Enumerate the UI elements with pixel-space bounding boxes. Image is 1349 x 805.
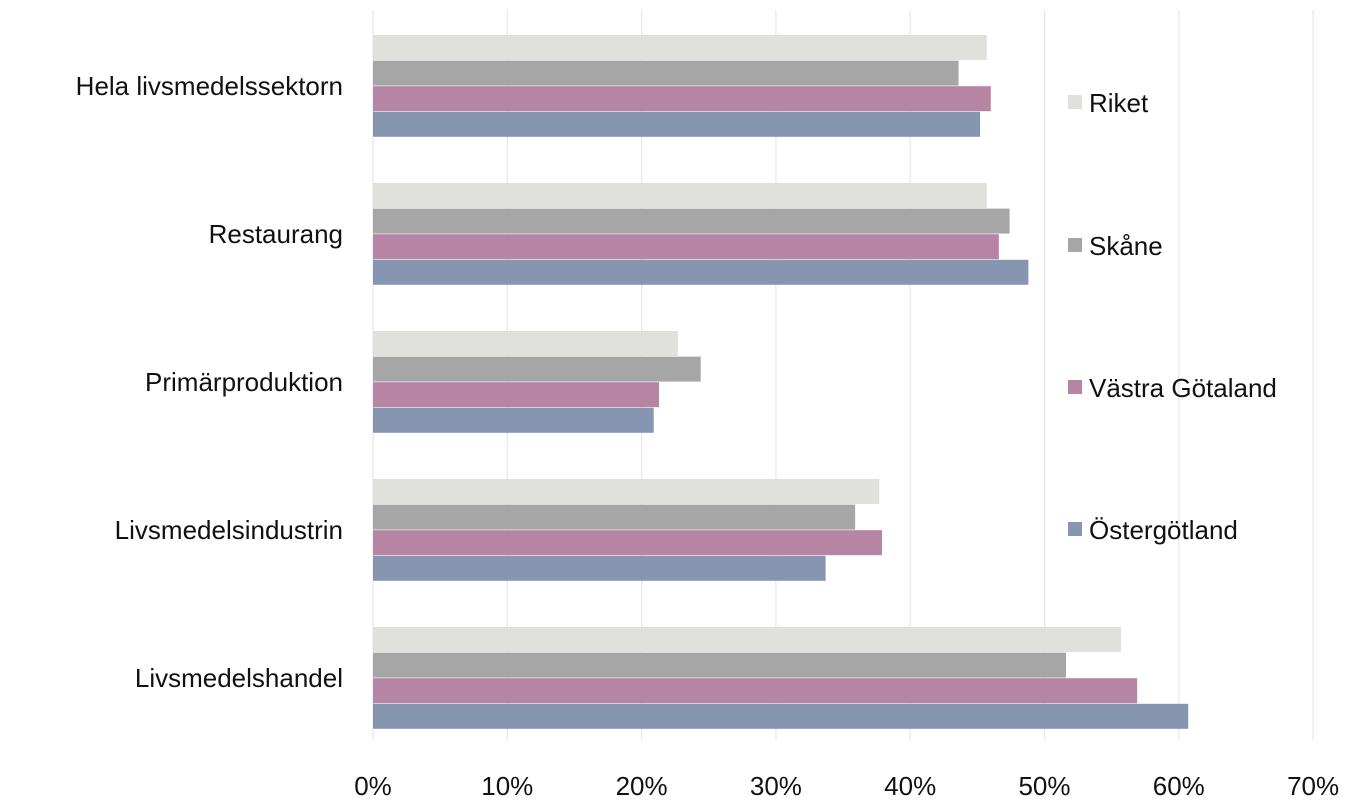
- bar-primarproduktion-riket: [373, 331, 678, 356]
- bar-hela-livsmedelssektorn-riket: [373, 35, 987, 60]
- x-tick-label-40: 40%: [884, 771, 936, 801]
- x-tick-label-30: 30%: [750, 771, 802, 801]
- category-label-primarproduktion: Primärproduktion: [145, 367, 343, 397]
- bar-restaurang-riket: [373, 183, 987, 208]
- x-tick-label-70: 70%: [1287, 771, 1339, 801]
- bar-primarproduktion-ostergotland: [373, 407, 654, 433]
- bar-restaurang-vastra-gotaland: [373, 234, 999, 260]
- x-tick-label-50: 50%: [1018, 771, 1070, 801]
- legend-swatch-ostergotland: [1068, 522, 1082, 536]
- bar-restaurang-skane: [373, 208, 1010, 234]
- legend-swatch-skane: [1068, 238, 1082, 252]
- category-label-livsmedelshandel: Livsmedelshandel: [135, 663, 343, 693]
- x-tick-label-60: 60%: [1153, 771, 1205, 801]
- legend-swatch-vastra-gotaland: [1068, 380, 1082, 394]
- bar-primarproduktion-skane: [373, 356, 701, 382]
- bar-livsmedelsindustrin-ostergotland: [373, 555, 826, 581]
- bar-livsmedelshandel-riket: [373, 627, 1122, 652]
- legend-label-riket: Riket: [1089, 88, 1149, 118]
- x-tick-label-0: 0%: [354, 771, 392, 801]
- bar-restaurang-ostergotland: [373, 259, 1029, 285]
- bar-livsmedelshandel-vastra-gotaland: [373, 678, 1138, 704]
- bar-livsmedelsindustrin-vastra-gotaland: [373, 530, 882, 556]
- legend-label-vastra-gotaland: Västra Götaland: [1089, 373, 1277, 403]
- x-tick-label-20: 20%: [616, 771, 668, 801]
- bar-livsmedelshandel-skane: [373, 652, 1066, 678]
- x-axis-ticks: 0% 10% 20% 30% 40% 50% 60% 70%: [354, 771, 1339, 801]
- legend-label-skane: Skåne: [1089, 231, 1163, 261]
- bar-hela-livsmedelssektorn-skane: [373, 60, 959, 86]
- legend: Riket Skåne Västra Götaland Östergötland: [1068, 88, 1277, 545]
- category-labels: Hela livsmedelssektorn Restaurang Primärpr…: [76, 71, 343, 693]
- bar-livsmedelshandel-ostergotland: [373, 703, 1189, 729]
- category-label-livsmedelsindustrin: Livsmedelsindustrin: [115, 515, 343, 545]
- legend-label-ostergotland: Östergötland: [1089, 515, 1238, 545]
- category-label-hela-livsmedelssektorn: Hela livsmedelssektorn: [76, 71, 343, 101]
- bar-livsmedelsindustrin-skane: [373, 504, 856, 530]
- bar-livsmedelsindustrin-riket: [373, 479, 880, 504]
- category-label-restaurang: Restaurang: [209, 219, 343, 249]
- x-tick-label-10: 10%: [481, 771, 533, 801]
- bar-hela-livsmedelssektorn-vastra-gotaland: [373, 86, 991, 112]
- bar-hela-livsmedelssektorn-ostergotland: [373, 111, 981, 137]
- bar-primarproduktion-vastra-gotaland: [373, 382, 660, 408]
- bars: [373, 35, 1189, 729]
- legend-swatch-riket: [1068, 95, 1082, 109]
